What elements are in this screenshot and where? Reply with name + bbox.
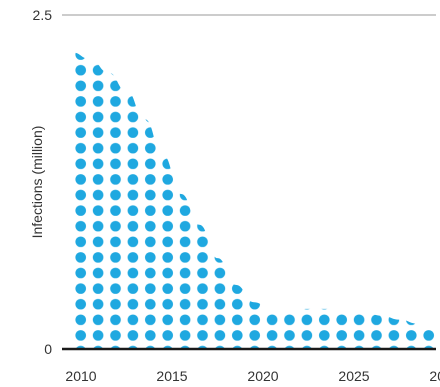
infections-area <box>72 52 436 350</box>
x-tick-label: 2025 <box>338 368 369 384</box>
x-tick-label: 2020 <box>247 368 278 384</box>
y-axis-title: Infections (million) <box>29 126 45 239</box>
x-tick-label: 2010 <box>65 368 96 384</box>
x-axis-ticks: 2010 2015 2020 2025 2030 <box>65 368 440 384</box>
x-tick-label: 2015 <box>156 368 187 384</box>
y-tick-label: 2.5 <box>33 7 53 23</box>
x-tick-label: 2030 <box>429 368 440 384</box>
y-axis-ticks: 02.5 <box>33 7 53 357</box>
y-tick-label: 0 <box>44 341 52 357</box>
